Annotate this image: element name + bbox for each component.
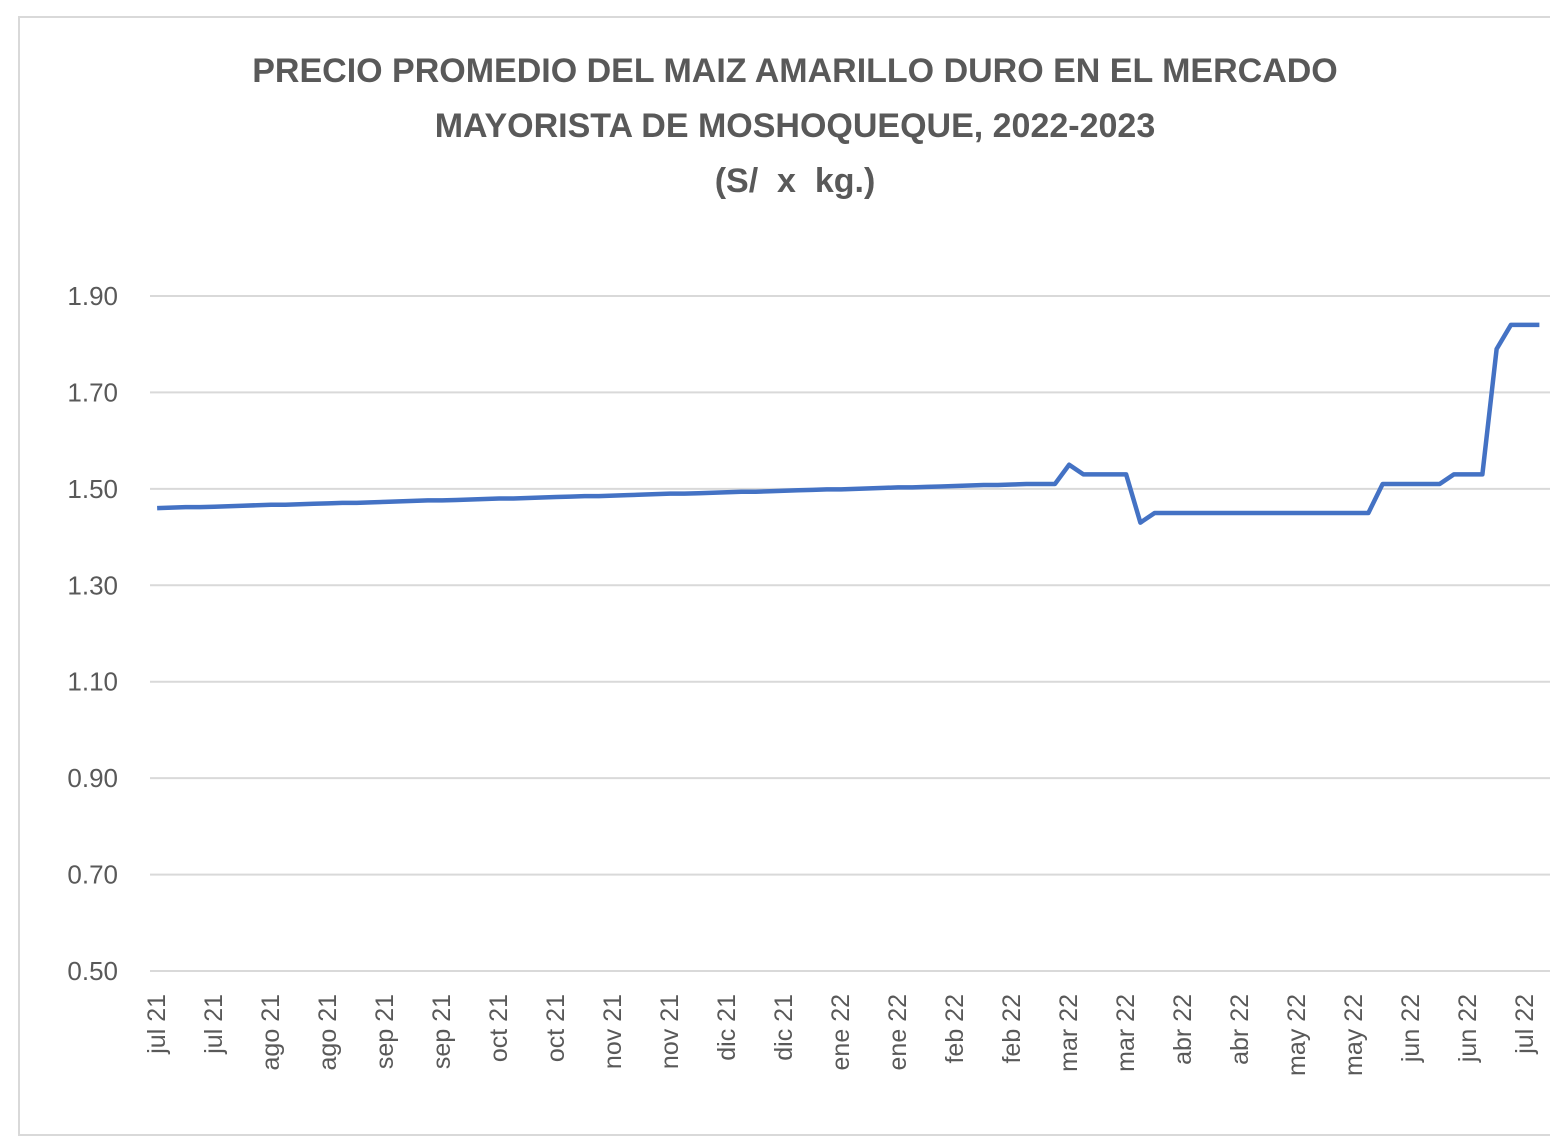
x-tick-label: feb 22 <box>998 994 1026 1064</box>
x-tick-label: ene 22 <box>884 994 912 1070</box>
chart: 0.50 0.70 0.90 1.10 1.30 1.50 1.70 1.90 jul 21 ju… <box>67 281 1550 1076</box>
y-tick-label: 1.50 <box>67 474 118 504</box>
chart-title: PRECIO PROMEDIO DEL MAIZ AMARILLO DURO E… <box>252 52 1338 145</box>
x-tick-label: nov 21 <box>599 994 627 1069</box>
x-tick-label: may 22 <box>1340 994 1368 1076</box>
x-tick-label: jun 22 <box>1454 994 1482 1063</box>
x-tick-label: nov 21 <box>656 994 684 1069</box>
page: PRECIO PROMEDIO DEL MAIZ AMARILLO DURO E… <box>18 16 1550 1136</box>
x-tick-label: feb 22 <box>941 994 969 1064</box>
x-tick-label: abr 22 <box>1169 994 1197 1065</box>
x-tick-label: jul 22 <box>1511 994 1539 1055</box>
y-tick-label: 1.30 <box>67 570 118 600</box>
x-tick-label: mar 22 <box>1055 994 1083 1072</box>
x-tick-label: sep 21 <box>428 994 456 1069</box>
y-tick-label: 0.50 <box>67 956 118 986</box>
y-tick-label: 1.90 <box>67 281 118 311</box>
x-tick-label: jun 22 <box>1397 994 1425 1063</box>
y-tick-label: 0.90 <box>67 763 118 793</box>
x-tick-label: oct 21 <box>485 994 513 1062</box>
x-tick-label: dic 21 <box>770 994 798 1061</box>
x-tick-label: jul 21 <box>200 994 228 1055</box>
x-tick-label: sep 21 <box>371 994 399 1069</box>
y-tick-label: 1.70 <box>67 377 118 407</box>
x-tick-label: abr 22 <box>1226 994 1254 1065</box>
x-tick-label: ago 21 <box>314 994 342 1070</box>
x-tick-label: dic 21 <box>713 994 741 1061</box>
x-tick-label: ago 21 <box>257 994 285 1070</box>
x-tick-label: ene 22 <box>827 994 855 1070</box>
chart-subtitle: (S/ x kg.) <box>714 162 876 200</box>
x-tick-label: jul 21 <box>143 994 171 1055</box>
y-tick-label: 1.10 <box>67 667 118 697</box>
data-line <box>157 322 1540 525</box>
x-tick-label: oct 21 <box>542 994 570 1062</box>
x-tick-label: mar 22 <box>1112 994 1140 1072</box>
x-tick-label: may 22 <box>1283 994 1311 1076</box>
y-tick-label: 0.70 <box>67 860 118 890</box>
